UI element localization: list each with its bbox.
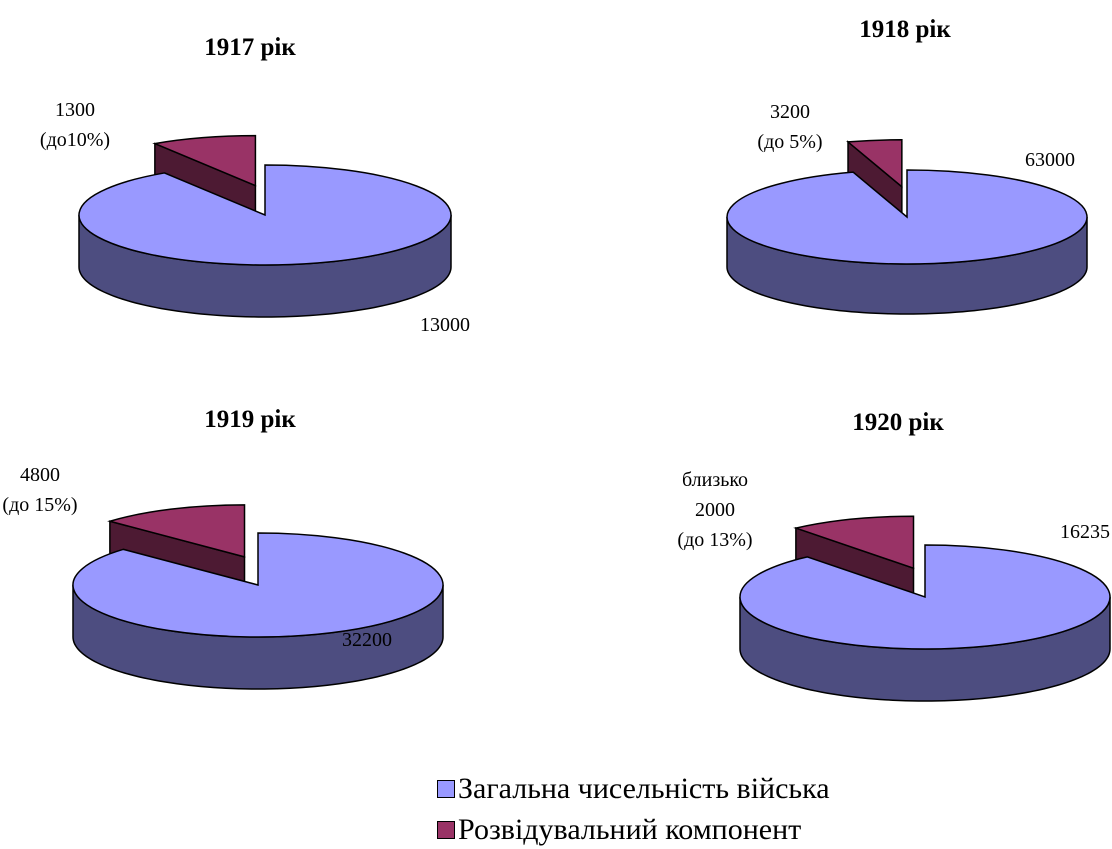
data-label: 3200 (до 5%): [757, 101, 823, 153]
slice-top: [846, 139, 903, 189]
data-label: 13000: [420, 314, 470, 336]
chart-title: 1920 рік: [852, 409, 944, 436]
chart-title: 1918 рік: [859, 16, 951, 43]
data-label: 63000: [1025, 149, 1075, 171]
slice-top: [78, 164, 452, 266]
slice-top: [107, 504, 246, 558]
data-label: 16235: [1060, 521, 1110, 543]
slice-top: [739, 544, 1111, 650]
slice-top: [793, 515, 915, 570]
legend-label: Загальна чисельність війська: [458, 772, 830, 805]
legend-swatch: [437, 780, 455, 798]
legend-swatch: [437, 821, 455, 839]
chart-title: 1919 рік: [204, 406, 296, 433]
slice-top: [152, 134, 257, 187]
data-label: 4800 (до 15%): [2, 464, 78, 516]
legend-label: Розвідувальний компонент: [458, 813, 802, 846]
data-label: 32200: [342, 629, 392, 651]
data-label: 1300 (до10%): [39, 99, 111, 151]
slice-top: [726, 169, 1088, 265]
slice-top: [72, 532, 444, 638]
data-label: близько 2000 (до 13%): [677, 469, 753, 551]
chart-title: 1917 рік: [204, 34, 296, 61]
